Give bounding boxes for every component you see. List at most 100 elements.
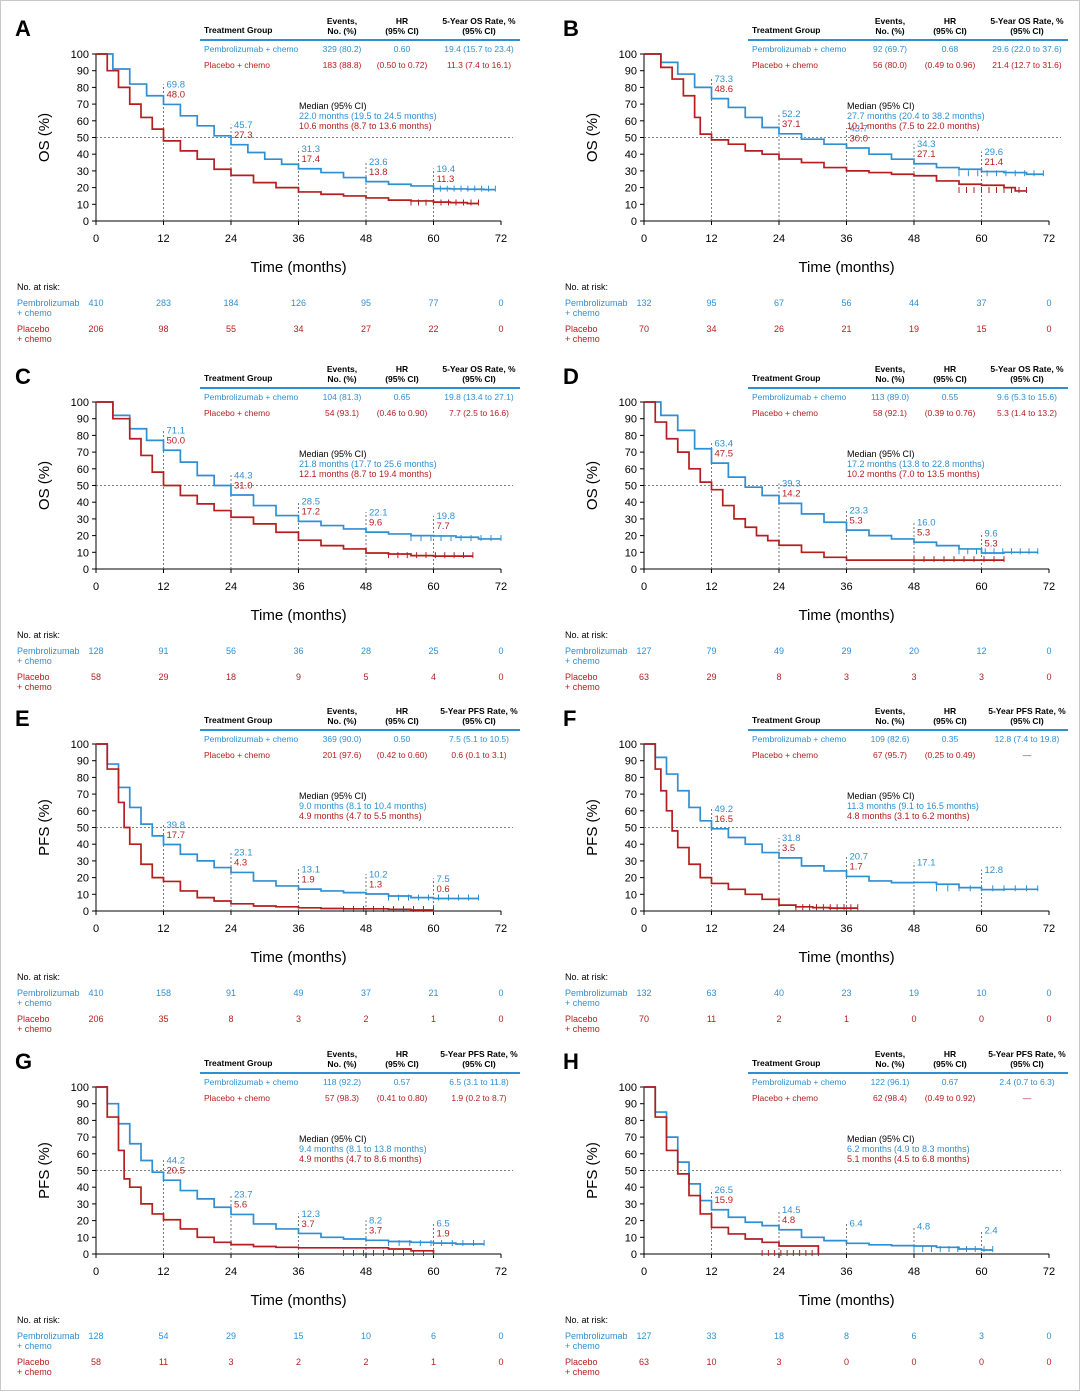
x-tick-label: 60	[427, 581, 439, 593]
median-pembro: 27.7 months (20.4 to 38.2 months)	[847, 111, 985, 121]
risk-row-label: + chemo	[17, 308, 52, 318]
median-placebo: 10.2 months (7.0 to 13.5 months)	[847, 469, 980, 479]
risk-count: 0	[498, 324, 503, 334]
y-tick-label: 20	[625, 873, 637, 885]
table-header-hr: HR	[396, 1049, 408, 1059]
pembro-curve	[96, 401, 501, 540]
placebo-landmark-label: 17.4	[302, 154, 321, 165]
pembro-curve	[644, 743, 1038, 891]
table-events: 329 (80.2)	[323, 44, 362, 54]
risk-count: 0	[844, 1357, 849, 1367]
risk-count: 22	[428, 324, 438, 334]
y-tick-label: 30	[625, 166, 637, 178]
risk-count: 40	[774, 988, 784, 998]
risk-count: 36	[293, 646, 303, 656]
risk-count: 0	[1046, 324, 1051, 334]
x-axis-title: Time (months)	[250, 1292, 346, 1309]
y-tick-label: 0	[83, 906, 89, 918]
placebo-landmark-label: 3.7	[302, 1219, 315, 1230]
risk-row-label: + chemo	[17, 1341, 52, 1351]
x-tick-label: 48	[908, 581, 920, 593]
table-header-hr: HR	[396, 16, 408, 26]
placebo-landmark-label: 30.0	[850, 133, 869, 144]
pembro-curve	[644, 401, 1038, 554]
pembro-landmark-label: 31.8	[782, 833, 801, 844]
risk-count: 19	[909, 324, 919, 334]
risk-count: 58	[91, 1357, 101, 1367]
risk-count: 70	[639, 324, 649, 334]
y-axis-title: PFS (%)	[584, 799, 601, 856]
table-header-rate: (95% CI)	[462, 1059, 496, 1069]
risk-count: 127	[636, 646, 651, 656]
y-tick-label: 90	[77, 1099, 89, 1111]
risk-count: 58	[91, 672, 101, 682]
table-header-events: No. (%)	[327, 1059, 356, 1069]
table-rate: 19.4 (15.7 to 23.4)	[444, 44, 514, 54]
pembro-landmark-label: 10.2	[369, 869, 388, 880]
y-tick-label: 100	[71, 397, 89, 409]
risk-count: 3	[844, 672, 849, 682]
table-hr: 0.67	[942, 1077, 959, 1087]
table-header-hr: (95% CI)	[385, 716, 419, 726]
x-tick-label: 60	[975, 233, 987, 245]
table-header-events: No. (%)	[327, 716, 356, 726]
y-tick-label: 10	[77, 547, 89, 559]
risk-row-label: + chemo	[17, 656, 52, 666]
table-header-hr: (95% CI)	[933, 374, 967, 384]
x-tick-label: 0	[93, 581, 99, 593]
y-tick-label: 60	[625, 1149, 637, 1161]
risk-row-label: + chemo	[565, 334, 600, 344]
table-rate: —	[1023, 1093, 1032, 1103]
risk-count: 3	[228, 1357, 233, 1367]
y-tick-label: 70	[625, 1132, 637, 1144]
risk-count: 6	[911, 1331, 916, 1341]
x-tick-label: 24	[773, 923, 785, 935]
table-header-group: Treatment Group	[204, 1058, 272, 1068]
x-tick-label: 36	[292, 923, 304, 935]
pembro-landmark-label: 20.7	[850, 852, 869, 863]
x-tick-label: 0	[641, 581, 647, 593]
median-placebo: 4.9 months (4.7 to 8.6 months)	[299, 1154, 422, 1164]
risk-count: 0	[1046, 1331, 1051, 1341]
y-tick-label: 80	[625, 82, 637, 94]
pembro-landmark-label: 23.7	[234, 1190, 253, 1201]
table-header-events: No. (%)	[875, 716, 904, 726]
y-tick-label: 100	[71, 49, 89, 61]
table-rate: 1.9 (0.2 to 8.7)	[451, 1093, 506, 1103]
pembro-curve	[96, 53, 496, 191]
x-axis-title: Time (months)	[250, 259, 346, 276]
median-header: Median (95% CI)	[847, 101, 915, 111]
risk-header: No. at risk:	[17, 282, 60, 292]
y-tick-label: 10	[77, 889, 89, 901]
y-tick-label: 10	[625, 1232, 637, 1244]
pembro-landmark-label: 69.8	[167, 80, 186, 91]
table-header-events: No. (%)	[327, 374, 356, 384]
pembro-curve	[644, 53, 1044, 176]
pembro-landmark-label: 19.8	[437, 511, 456, 522]
risk-count: 0	[498, 646, 503, 656]
table-hr: 0.57	[394, 1077, 411, 1087]
placebo-censor-marks	[958, 186, 1027, 193]
risk-count: 128	[88, 646, 103, 656]
risk-count: 0	[498, 1357, 503, 1367]
table-rate: 11.3 (7.4 to 16.1)	[447, 60, 511, 70]
risk-count: 63	[639, 1357, 649, 1367]
y-tick-label: 20	[625, 183, 637, 195]
median-header: Median (95% CI)	[299, 449, 367, 459]
risk-row-label: + chemo	[565, 1024, 600, 1034]
table-header-group: Treatment Group	[752, 25, 820, 35]
placebo-curve	[644, 1086, 820, 1254]
table-header-hr: HR	[944, 16, 956, 26]
risk-count: 15	[293, 1331, 303, 1341]
risk-count: 0	[911, 1014, 916, 1024]
table-hr: (0.50 to 0.72)	[377, 60, 428, 70]
table-rate: 21.4 (12.7 to 31.6)	[992, 60, 1062, 70]
placebo-landmark-label: 7.7	[437, 521, 450, 532]
x-tick-label: 72	[1043, 233, 1055, 245]
table-rate: 2.4 (0.7 to 6.3)	[999, 1077, 1054, 1087]
x-tick-label: 12	[705, 233, 717, 245]
y-tick-label: 50	[77, 1166, 89, 1178]
